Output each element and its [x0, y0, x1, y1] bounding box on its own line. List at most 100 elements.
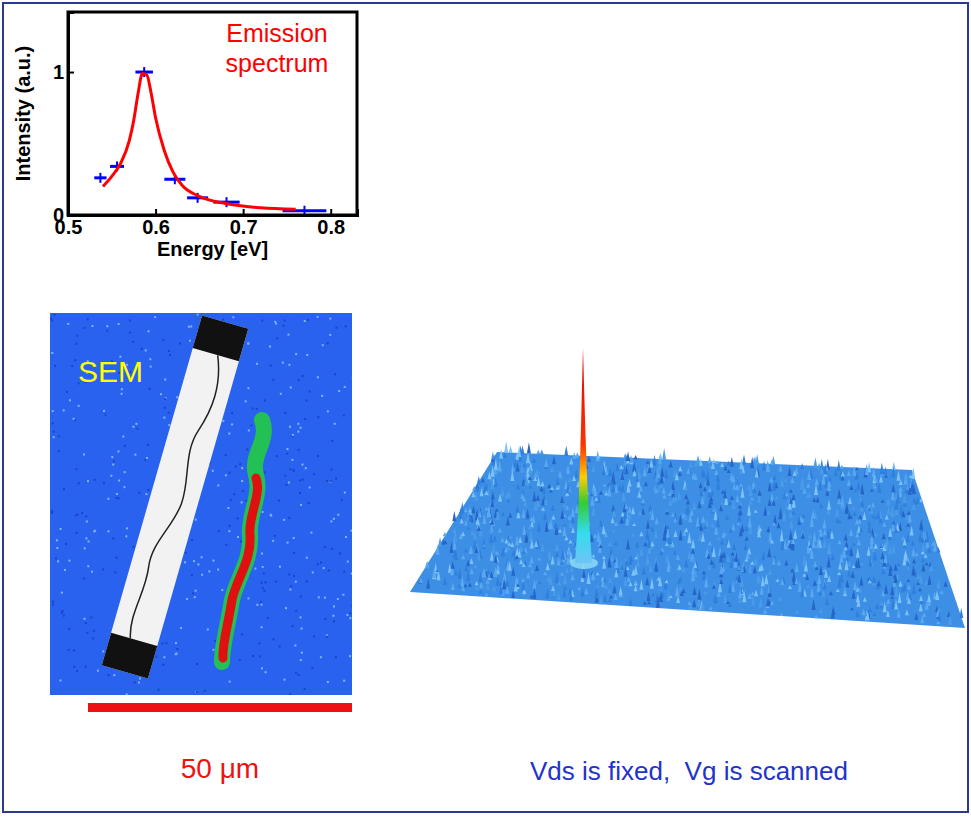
noise-spike — [520, 493, 524, 499]
speck — [231, 412, 233, 414]
speck — [297, 423, 299, 425]
noise-spike — [937, 579, 941, 589]
noise-spike — [611, 517, 615, 523]
speck — [197, 314, 199, 316]
speck — [145, 349, 147, 351]
noise-spike — [481, 477, 485, 482]
noise-spike — [813, 457, 817, 467]
noise-spike — [735, 483, 739, 490]
noise-spike — [619, 559, 623, 571]
noise-spike — [811, 509, 815, 518]
noise-spike — [682, 530, 686, 536]
noise-spike — [525, 476, 529, 485]
noise-spike — [569, 458, 573, 465]
speck — [289, 693, 291, 695]
speck — [287, 542, 289, 544]
noise-spike — [802, 487, 806, 493]
noise-spike — [862, 609, 866, 616]
noise-spike — [808, 543, 812, 548]
speck — [221, 589, 223, 591]
noise-spike — [506, 517, 510, 526]
noise-spike — [569, 540, 573, 544]
noise-spike — [515, 576, 519, 582]
speck — [232, 316, 234, 318]
noise-spike — [768, 482, 772, 492]
speck — [327, 681, 329, 683]
noise-spike — [770, 600, 774, 605]
noise-spike — [847, 470, 851, 476]
noise-spike — [938, 608, 942, 611]
noise-spike — [877, 482, 881, 493]
speck — [313, 635, 315, 637]
noise-spike — [679, 512, 683, 516]
noise-spike — [629, 581, 633, 586]
noise-spike — [466, 559, 470, 566]
speck — [324, 546, 326, 548]
noise-spike — [744, 526, 748, 531]
noise-spike — [862, 512, 866, 520]
noise-spike — [687, 550, 691, 559]
noise-spike — [675, 585, 679, 596]
speck — [309, 486, 311, 488]
noise-spike — [677, 492, 681, 500]
speck — [132, 546, 134, 548]
noise-spike — [519, 559, 523, 565]
noise-spike — [544, 458, 548, 467]
noise-spike — [712, 546, 716, 557]
noise-spike — [710, 500, 714, 505]
noise-spike — [884, 583, 888, 593]
noise-spike — [925, 562, 929, 565]
noise-spike — [783, 538, 787, 550]
noise-spike — [666, 560, 670, 572]
noise-spike — [557, 581, 561, 586]
noise-spike — [825, 597, 829, 605]
noise-spike — [560, 509, 564, 519]
noise-spike — [632, 470, 636, 476]
noise-spike — [751, 591, 755, 595]
speck — [227, 507, 229, 509]
noise-spike — [834, 468, 838, 476]
noise-spike — [894, 528, 898, 533]
noise-spike — [694, 569, 698, 578]
noise-spike — [656, 471, 660, 478]
speck — [288, 573, 290, 575]
marker — [99, 173, 101, 183]
noise-spike — [727, 540, 731, 548]
noise-spike — [645, 528, 649, 540]
slide: 0.50.60.70.801Energy [eV]Intensity (a.u.… — [0, 0, 971, 817]
noise-spike — [921, 564, 925, 572]
noise-spike — [635, 541, 639, 548]
noise-spike — [852, 542, 856, 546]
noise-spike — [762, 551, 766, 561]
noise-spike — [748, 500, 752, 504]
noise-spike — [626, 567, 630, 570]
noise-spike — [619, 586, 623, 598]
noise-spike — [713, 594, 717, 603]
noise-spike — [916, 496, 920, 504]
speck — [51, 320, 53, 322]
speck — [63, 615, 65, 617]
noise-spike — [670, 488, 674, 494]
noise-spike — [870, 488, 874, 491]
noise-spike — [454, 570, 458, 576]
noise-spike — [536, 468, 540, 475]
speck — [352, 377, 353, 379]
noise-spike — [929, 564, 933, 572]
noise-spike — [645, 577, 649, 585]
noise-spike — [847, 570, 851, 577]
speck — [293, 469, 295, 471]
noise-spike — [678, 565, 682, 570]
noise-spike — [438, 537, 442, 546]
noise-spike — [821, 589, 825, 597]
noise-spike — [701, 532, 705, 542]
speck — [262, 566, 264, 568]
noise-spike — [660, 467, 664, 477]
noise-spike — [744, 558, 748, 562]
noise-spike — [959, 608, 963, 618]
noise-spike — [836, 589, 840, 592]
speck — [286, 448, 288, 450]
noise-spike — [806, 493, 810, 498]
noise-spike — [897, 563, 901, 566]
noise-spike — [595, 584, 599, 587]
speck — [193, 560, 195, 562]
